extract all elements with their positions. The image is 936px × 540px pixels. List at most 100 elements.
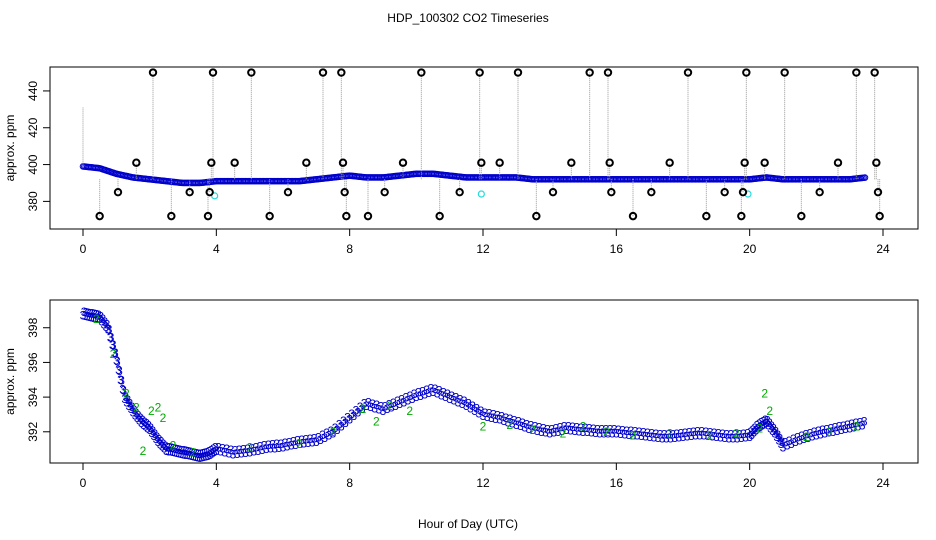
marker-2: 2 <box>155 401 162 415</box>
marker-3: 3 <box>779 435 786 449</box>
marker-3: 3 <box>821 427 828 441</box>
marker-3: 3 <box>236 443 243 457</box>
marker-3: 3 <box>123 395 130 409</box>
marker-3: 3 <box>507 412 514 426</box>
marker-3: 3 <box>517 419 524 433</box>
marker-3: 3 <box>156 432 163 446</box>
x-tick-label: 24 <box>876 242 890 256</box>
outlier-point <box>132 158 141 167</box>
marker-2: 2 <box>706 428 713 442</box>
marker-2: 2 <box>133 401 140 415</box>
marker-3: 3 <box>625 428 632 442</box>
marker-3: 3 <box>145 418 152 432</box>
y-tick-label: 394 <box>26 387 40 407</box>
marker-3: 3 <box>436 384 443 398</box>
marker-3: 3 <box>180 447 187 461</box>
marker-3: 3 <box>228 443 235 457</box>
marker-3: 3 <box>198 450 205 464</box>
marker-3: 3 <box>357 400 364 414</box>
figure-title: HDP_100302 CO2 Timeseries <box>387 11 548 25</box>
y-axis-label: approx. ppm <box>3 115 17 182</box>
marker-3: 3 <box>596 427 603 441</box>
outlier-point <box>585 68 594 77</box>
plot-frame <box>49 66 919 230</box>
marker-3: 3 <box>98 315 105 329</box>
marker-3: 3 <box>423 383 430 397</box>
outlier-point <box>95 211 104 221</box>
x-tick-label: 16 <box>610 242 624 256</box>
marker-3: 3 <box>788 437 795 451</box>
marker-3: 3 <box>91 307 98 321</box>
marker-3: 3 <box>590 422 597 436</box>
marker-3: 3 <box>202 446 209 460</box>
outlier-point <box>265 211 274 221</box>
marker-3: 3 <box>346 413 353 427</box>
marker-3: 3 <box>315 430 322 444</box>
marker-3: 3 <box>530 423 537 437</box>
outlier-point <box>683 68 693 77</box>
marker-3: 3 <box>392 399 399 413</box>
marker-3: 3 <box>190 449 197 463</box>
marker-3: 3 <box>580 425 587 439</box>
marker-3: 3 <box>813 428 820 442</box>
marker-3: 3 <box>184 448 191 462</box>
marker-3: 3 <box>565 419 572 433</box>
marker-3: 3 <box>769 424 776 438</box>
marker-3: 3 <box>398 392 405 406</box>
marker-3: 3 <box>87 306 94 320</box>
marker-3: 3 <box>206 445 213 459</box>
marker-3: 3 <box>555 425 562 439</box>
marker-3: 3 <box>119 382 126 396</box>
marker-3: 3 <box>355 406 362 420</box>
marker-3: 3 <box>209 446 216 460</box>
marker-3: 3 <box>99 312 106 326</box>
marker-2: 2 <box>580 420 587 434</box>
marker-3: 3 <box>475 407 482 421</box>
marker-3: 3 <box>728 428 735 442</box>
marker-3: 3 <box>116 364 123 378</box>
outlier-point <box>702 211 711 221</box>
outlier-point <box>513 68 523 77</box>
marker-3: 3 <box>521 420 528 434</box>
marker-3: 3 <box>361 397 368 411</box>
marker-2: 2 <box>530 423 537 437</box>
marker-3: 3 <box>342 416 349 430</box>
marker-3: 3 <box>459 397 466 411</box>
marker-3: 3 <box>182 448 189 462</box>
marker-3: 3 <box>571 424 578 438</box>
marker-3: 3 <box>108 330 115 344</box>
marker-3: 3 <box>619 423 626 437</box>
marker-3: 3 <box>194 450 201 464</box>
marker-3: 3 <box>179 443 186 457</box>
marker-3: 3 <box>144 421 151 435</box>
marker-2: 2 <box>123 387 130 401</box>
marker-3: 3 <box>707 426 714 440</box>
marker-3: 3 <box>646 430 653 444</box>
marker-3: 3 <box>586 422 593 436</box>
marker-3: 3 <box>303 432 310 446</box>
marker-3: 3 <box>528 419 535 433</box>
marker-3: 3 <box>221 446 228 460</box>
marker-3: 3 <box>154 430 161 444</box>
marker-3: 3 <box>609 427 616 441</box>
marker-3: 3 <box>132 408 139 422</box>
marker-3: 3 <box>161 442 168 456</box>
marker-3: 3 <box>694 425 701 439</box>
marker-3: 3 <box>367 400 374 414</box>
marker-3: 3 <box>532 420 539 434</box>
y-tick-label: 398 <box>26 317 40 337</box>
marker-3: 3 <box>457 392 464 406</box>
marker-3: 3 <box>130 406 137 420</box>
outlier-point <box>833 158 843 167</box>
marker-3: 3 <box>265 438 272 452</box>
outlier-point <box>872 158 881 167</box>
outlier-point <box>417 68 426 77</box>
marker-3: 3 <box>747 425 754 439</box>
marker-3: 3 <box>467 401 474 415</box>
marker-3: 3 <box>146 423 153 437</box>
marker-3: 3 <box>128 402 135 416</box>
marker-3: 3 <box>419 384 426 398</box>
marker-3: 3 <box>160 437 167 451</box>
marker-3: 3 <box>815 424 822 438</box>
marker-3: 3 <box>166 441 173 455</box>
